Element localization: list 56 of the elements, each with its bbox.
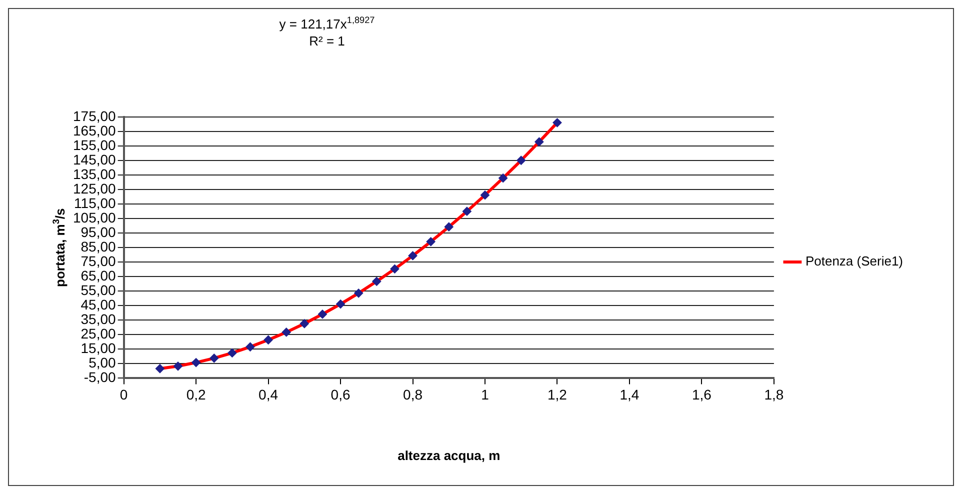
y-tick-label: 155,00 bbox=[72, 136, 116, 153]
y-tick-label: 35,00 bbox=[80, 311, 116, 328]
x-tick-label: 0,8 bbox=[403, 386, 423, 402]
point bbox=[300, 319, 309, 328]
y-tick-label: 175,00 bbox=[72, 108, 116, 124]
point bbox=[462, 206, 472, 216]
x-tick-label: 0,2 bbox=[186, 386, 206, 402]
x-tick-label: 0,4 bbox=[258, 386, 278, 402]
y-tick-label: 145,00 bbox=[72, 151, 116, 168]
point bbox=[282, 328, 291, 337]
y-tick-label: -5,00 bbox=[84, 369, 116, 386]
point bbox=[155, 364, 164, 374]
y-tick-label: 25,00 bbox=[80, 326, 116, 342]
point bbox=[228, 348, 237, 358]
point bbox=[552, 118, 562, 128]
y-tick-label: 105,00 bbox=[72, 209, 116, 226]
x-tick-label: 1,4 bbox=[620, 386, 640, 402]
text: R² = 1 bbox=[309, 34, 345, 49]
x-axis-title: altezza acqua, m bbox=[398, 448, 500, 463]
x-tick-label: 0,6 bbox=[330, 386, 350, 402]
y-tick-label: 125,00 bbox=[72, 180, 116, 196]
y-axis-title: portata, m3/s bbox=[50, 208, 68, 287]
point bbox=[174, 362, 182, 371]
point bbox=[246, 342, 255, 352]
x-tick-label: 0 bbox=[120, 386, 128, 402]
y-tick-label: 165,00 bbox=[72, 122, 116, 138]
x-tick-label: 1,8 bbox=[764, 386, 784, 402]
point bbox=[210, 354, 219, 363]
point bbox=[192, 358, 201, 368]
point bbox=[354, 288, 364, 298]
y-tick-label: 95,00 bbox=[80, 224, 116, 240]
point bbox=[318, 310, 327, 319]
point bbox=[264, 335, 273, 344]
y-tick-label: 55,00 bbox=[80, 282, 116, 298]
x-tick-label: 1,6 bbox=[692, 386, 712, 402]
point bbox=[516, 156, 526, 165]
y-tick-label: 115,00 bbox=[74, 194, 116, 211]
y-tick-label: 15,00 bbox=[80, 340, 116, 356]
point bbox=[372, 276, 382, 286]
x-tick-label: 1 bbox=[481, 386, 490, 402]
y-tick-label: 85,00 bbox=[80, 238, 116, 254]
y-tick-label: 5,00 bbox=[88, 354, 116, 371]
point bbox=[408, 251, 418, 260]
point bbox=[336, 300, 346, 309]
y-tick-label: 65,00 bbox=[80, 267, 116, 284]
point bbox=[444, 222, 454, 232]
point bbox=[498, 174, 508, 183]
legend-label: Potenza (Serie1) bbox=[805, 254, 904, 269]
x-tick-label: 1,2 bbox=[548, 386, 568, 402]
point bbox=[426, 237, 436, 246]
point bbox=[390, 264, 400, 274]
y-tick-label: 135,00 bbox=[72, 166, 116, 182]
y-tick-label: 45,00 bbox=[80, 296, 116, 313]
y-tick-label: 75,00 bbox=[80, 252, 116, 269]
point bbox=[480, 190, 490, 200]
point bbox=[534, 137, 544, 146]
